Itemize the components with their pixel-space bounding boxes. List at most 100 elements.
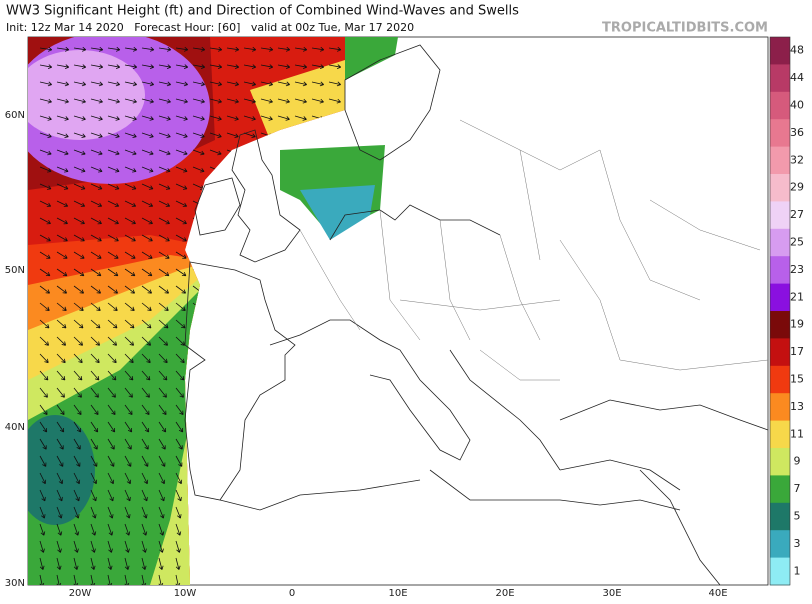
arrow xyxy=(175,370,185,381)
arrow xyxy=(277,115,290,121)
colorbar-swatch xyxy=(770,420,790,449)
arrow xyxy=(107,523,114,536)
arrow xyxy=(73,183,86,190)
lon-label: 10E xyxy=(388,588,407,599)
arrow xyxy=(73,166,86,173)
arrow xyxy=(158,387,167,398)
arrow xyxy=(107,149,120,156)
arrow xyxy=(243,98,256,104)
colorbar-label: 23 xyxy=(790,263,804,276)
arrow xyxy=(39,302,50,311)
arrow xyxy=(107,489,114,502)
arrow xyxy=(243,132,256,139)
arrow xyxy=(107,574,113,585)
colorbar-swatch xyxy=(770,228,790,257)
arrow xyxy=(158,489,165,502)
arrow xyxy=(124,285,135,294)
arrow xyxy=(107,404,116,416)
arrow xyxy=(107,506,114,519)
arrow xyxy=(124,455,132,467)
arrow xyxy=(56,64,70,69)
lat-label: 50N xyxy=(5,265,25,276)
arrow xyxy=(107,540,113,553)
colorbar-swatch xyxy=(770,146,790,175)
arrow xyxy=(56,251,68,259)
arrow xyxy=(192,81,205,87)
arrow xyxy=(56,132,69,139)
arrow xyxy=(56,234,68,242)
arrow xyxy=(175,302,186,311)
arrow xyxy=(107,64,121,69)
arrow xyxy=(158,574,164,585)
arrow xyxy=(39,370,49,381)
arrow xyxy=(124,183,137,190)
colorbar-label: 48 xyxy=(790,44,804,57)
arrow xyxy=(175,506,182,519)
arrow xyxy=(73,540,79,553)
arrow xyxy=(56,183,69,190)
arrow xyxy=(277,98,290,104)
arrow xyxy=(90,489,97,502)
arrow xyxy=(107,183,120,190)
arrow xyxy=(209,64,223,69)
arrow xyxy=(141,115,154,121)
arrow xyxy=(124,540,130,553)
arrow xyxy=(56,166,69,173)
lat-label: 40N xyxy=(5,422,25,433)
arrow xyxy=(175,166,188,173)
arrow xyxy=(260,46,274,52)
lat-label: 30N xyxy=(5,578,25,589)
arrow xyxy=(141,132,154,139)
arrow xyxy=(141,336,152,346)
colorbar-swatch xyxy=(770,119,790,148)
arrow xyxy=(124,404,133,416)
arrow xyxy=(90,268,102,277)
arrow xyxy=(209,46,223,52)
arrow xyxy=(124,336,135,346)
arrow xyxy=(124,302,135,311)
arrow xyxy=(90,64,104,69)
arrow xyxy=(39,489,46,502)
arrow xyxy=(175,421,184,433)
arrow xyxy=(73,353,83,364)
arrow xyxy=(141,166,154,173)
arrow xyxy=(90,132,103,139)
norway-field xyxy=(345,37,398,80)
arrow xyxy=(141,183,154,190)
arrow xyxy=(311,81,324,87)
arrow xyxy=(39,387,48,398)
arrow xyxy=(141,81,154,87)
arrow xyxy=(141,472,149,485)
arrow xyxy=(73,81,86,87)
arrow xyxy=(175,455,183,467)
arrow xyxy=(124,200,137,208)
arrow xyxy=(141,540,147,553)
arrow xyxy=(175,132,188,139)
arrow xyxy=(56,302,67,311)
colorbar-swatch xyxy=(770,475,790,504)
arrow xyxy=(73,336,84,346)
arrow xyxy=(90,574,96,585)
arrow xyxy=(39,166,52,173)
arrow xyxy=(107,302,118,311)
arrow xyxy=(192,166,205,173)
arrow xyxy=(90,149,103,156)
arrow xyxy=(226,98,239,104)
arrow xyxy=(73,234,85,242)
arrow xyxy=(124,46,138,52)
arrow xyxy=(90,523,97,536)
arrow xyxy=(107,98,120,104)
arrow xyxy=(56,523,63,536)
arrow xyxy=(90,404,99,416)
arrow xyxy=(141,574,147,585)
arrow xyxy=(90,251,102,259)
colorbar-label: 9 xyxy=(794,455,801,468)
arrow xyxy=(39,336,50,346)
arrow xyxy=(141,251,153,259)
colorbar-swatch xyxy=(770,557,790,586)
arrow xyxy=(56,353,66,364)
arrow xyxy=(294,64,308,69)
arrow xyxy=(260,115,273,121)
arrow xyxy=(107,438,115,450)
arrow xyxy=(56,370,66,381)
